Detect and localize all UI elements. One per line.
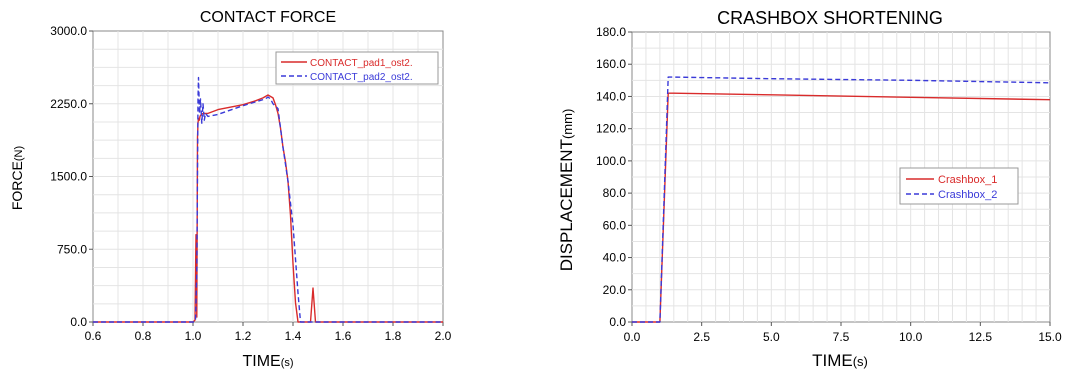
x-tick-label: 15.0 bbox=[1038, 330, 1062, 344]
y-tick-label: 40.0 bbox=[603, 251, 627, 265]
series-line-2 bbox=[632, 76, 1051, 323]
y-tick-label: 80.0 bbox=[603, 186, 627, 200]
x-tick-label: 2.5 bbox=[693, 330, 710, 344]
y-tick-label: 0.0 bbox=[609, 315, 626, 329]
x-tick-label: 1.8 bbox=[385, 329, 402, 343]
y-tick-label: 2250.0 bbox=[50, 97, 87, 111]
x-tick-label: 0.0 bbox=[624, 330, 641, 344]
series-line-2 bbox=[93, 76, 443, 323]
y-axis-unit: (mm) bbox=[560, 109, 575, 139]
x-tick-label: 1.6 bbox=[335, 329, 352, 343]
x-axis-title: TIME bbox=[242, 353, 280, 370]
chart-title: CRASHBOX SHORTENING bbox=[717, 8, 943, 28]
x-tick-label: 0.6 bbox=[85, 329, 102, 343]
x-ticks: 0.0 2.5 5.0 7.5 10.0 12.5 15.0 bbox=[624, 322, 1062, 344]
series-lines bbox=[93, 76, 443, 323]
crashbox-shortening-chart: CRASHBOX SHORTENING 0.0 20.0 40.0 60.0 80.0 1… bbox=[557, 8, 1062, 370]
y-axis-label: FORCE(N) bbox=[9, 146, 25, 210]
x-axis-title: TIME bbox=[812, 351, 853, 370]
y-tick-label: 1500.0 bbox=[50, 170, 87, 184]
y-tick-label: 3000.0 bbox=[50, 24, 87, 38]
y-tick-label: 180.0 bbox=[596, 25, 626, 39]
x-tick-label: 5.0 bbox=[763, 330, 780, 344]
x-axis-label: TIME(s) bbox=[812, 351, 868, 370]
x-tick-label: 2.0 bbox=[435, 329, 452, 343]
y-ticks: 0.0 750.0 1500.0 2250.0 3000.0 bbox=[50, 24, 93, 329]
y-tick-label: 20.0 bbox=[603, 283, 627, 297]
x-tick-label: 1.4 bbox=[285, 329, 302, 343]
x-axis-unit: (s) bbox=[853, 354, 868, 369]
legend-label-1: Crashbox_1 bbox=[938, 174, 997, 186]
legend-label-1: CONTACT_pad1_ost2. bbox=[310, 58, 413, 69]
y-tick-label: 60.0 bbox=[603, 218, 627, 232]
x-axis-unit: (s) bbox=[281, 357, 294, 369]
y-tick-label: 750.0 bbox=[57, 242, 87, 256]
y-ticks: 0.0 20.0 40.0 60.0 80.0 100.0 120.0 140.0 160.0 1… bbox=[596, 25, 632, 329]
x-axis-label: TIME(s) bbox=[242, 353, 293, 370]
y-tick-label: 160.0 bbox=[596, 57, 626, 71]
chart-title: CONTACT FORCE bbox=[200, 9, 336, 26]
legend: Crashbox_1 Crashbox_2 bbox=[899, 167, 1019, 205]
legend-label-2: CONTACT_pad2_ost2. bbox=[310, 72, 413, 83]
y-axis-title: FORCE bbox=[9, 161, 25, 210]
y-axis-unit: (N) bbox=[13, 146, 25, 161]
y-axis-label: DISPLACEMENT(mm) bbox=[557, 109, 576, 272]
x-tick-label: 7.5 bbox=[833, 330, 850, 344]
y-tick-label: 100.0 bbox=[596, 154, 626, 168]
x-tick-label: 0.8 bbox=[135, 329, 152, 343]
y-tick-label: 140.0 bbox=[596, 89, 626, 103]
legend-box bbox=[899, 167, 1019, 205]
contact-force-chart: CONTACT FORCE 0.0 750.0 1500.0 2250.0 3000.0… bbox=[9, 9, 452, 370]
legend: CONTACT_pad1_ost2. CONTACT_pad2_ost2. bbox=[275, 51, 439, 85]
x-tick-label: 12.5 bbox=[969, 330, 993, 344]
x-ticks: 0.6 0.8 1.0 1.2 1.4 1.6 1.8 2.0 bbox=[85, 322, 452, 343]
legend-label-2: Crashbox_2 bbox=[938, 189, 997, 201]
series-lines bbox=[632, 76, 1051, 323]
y-tick-label: 0.0 bbox=[70, 315, 87, 329]
y-tick-label: 120.0 bbox=[596, 122, 626, 136]
legend-box bbox=[275, 51, 439, 85]
x-tick-label: 1.0 bbox=[185, 329, 202, 343]
series-line-1 bbox=[93, 94, 443, 323]
y-axis-title: DISPLACEMENT bbox=[557, 139, 576, 271]
x-tick-label: 10.0 bbox=[899, 330, 923, 344]
x-tick-label: 1.2 bbox=[235, 329, 252, 343]
